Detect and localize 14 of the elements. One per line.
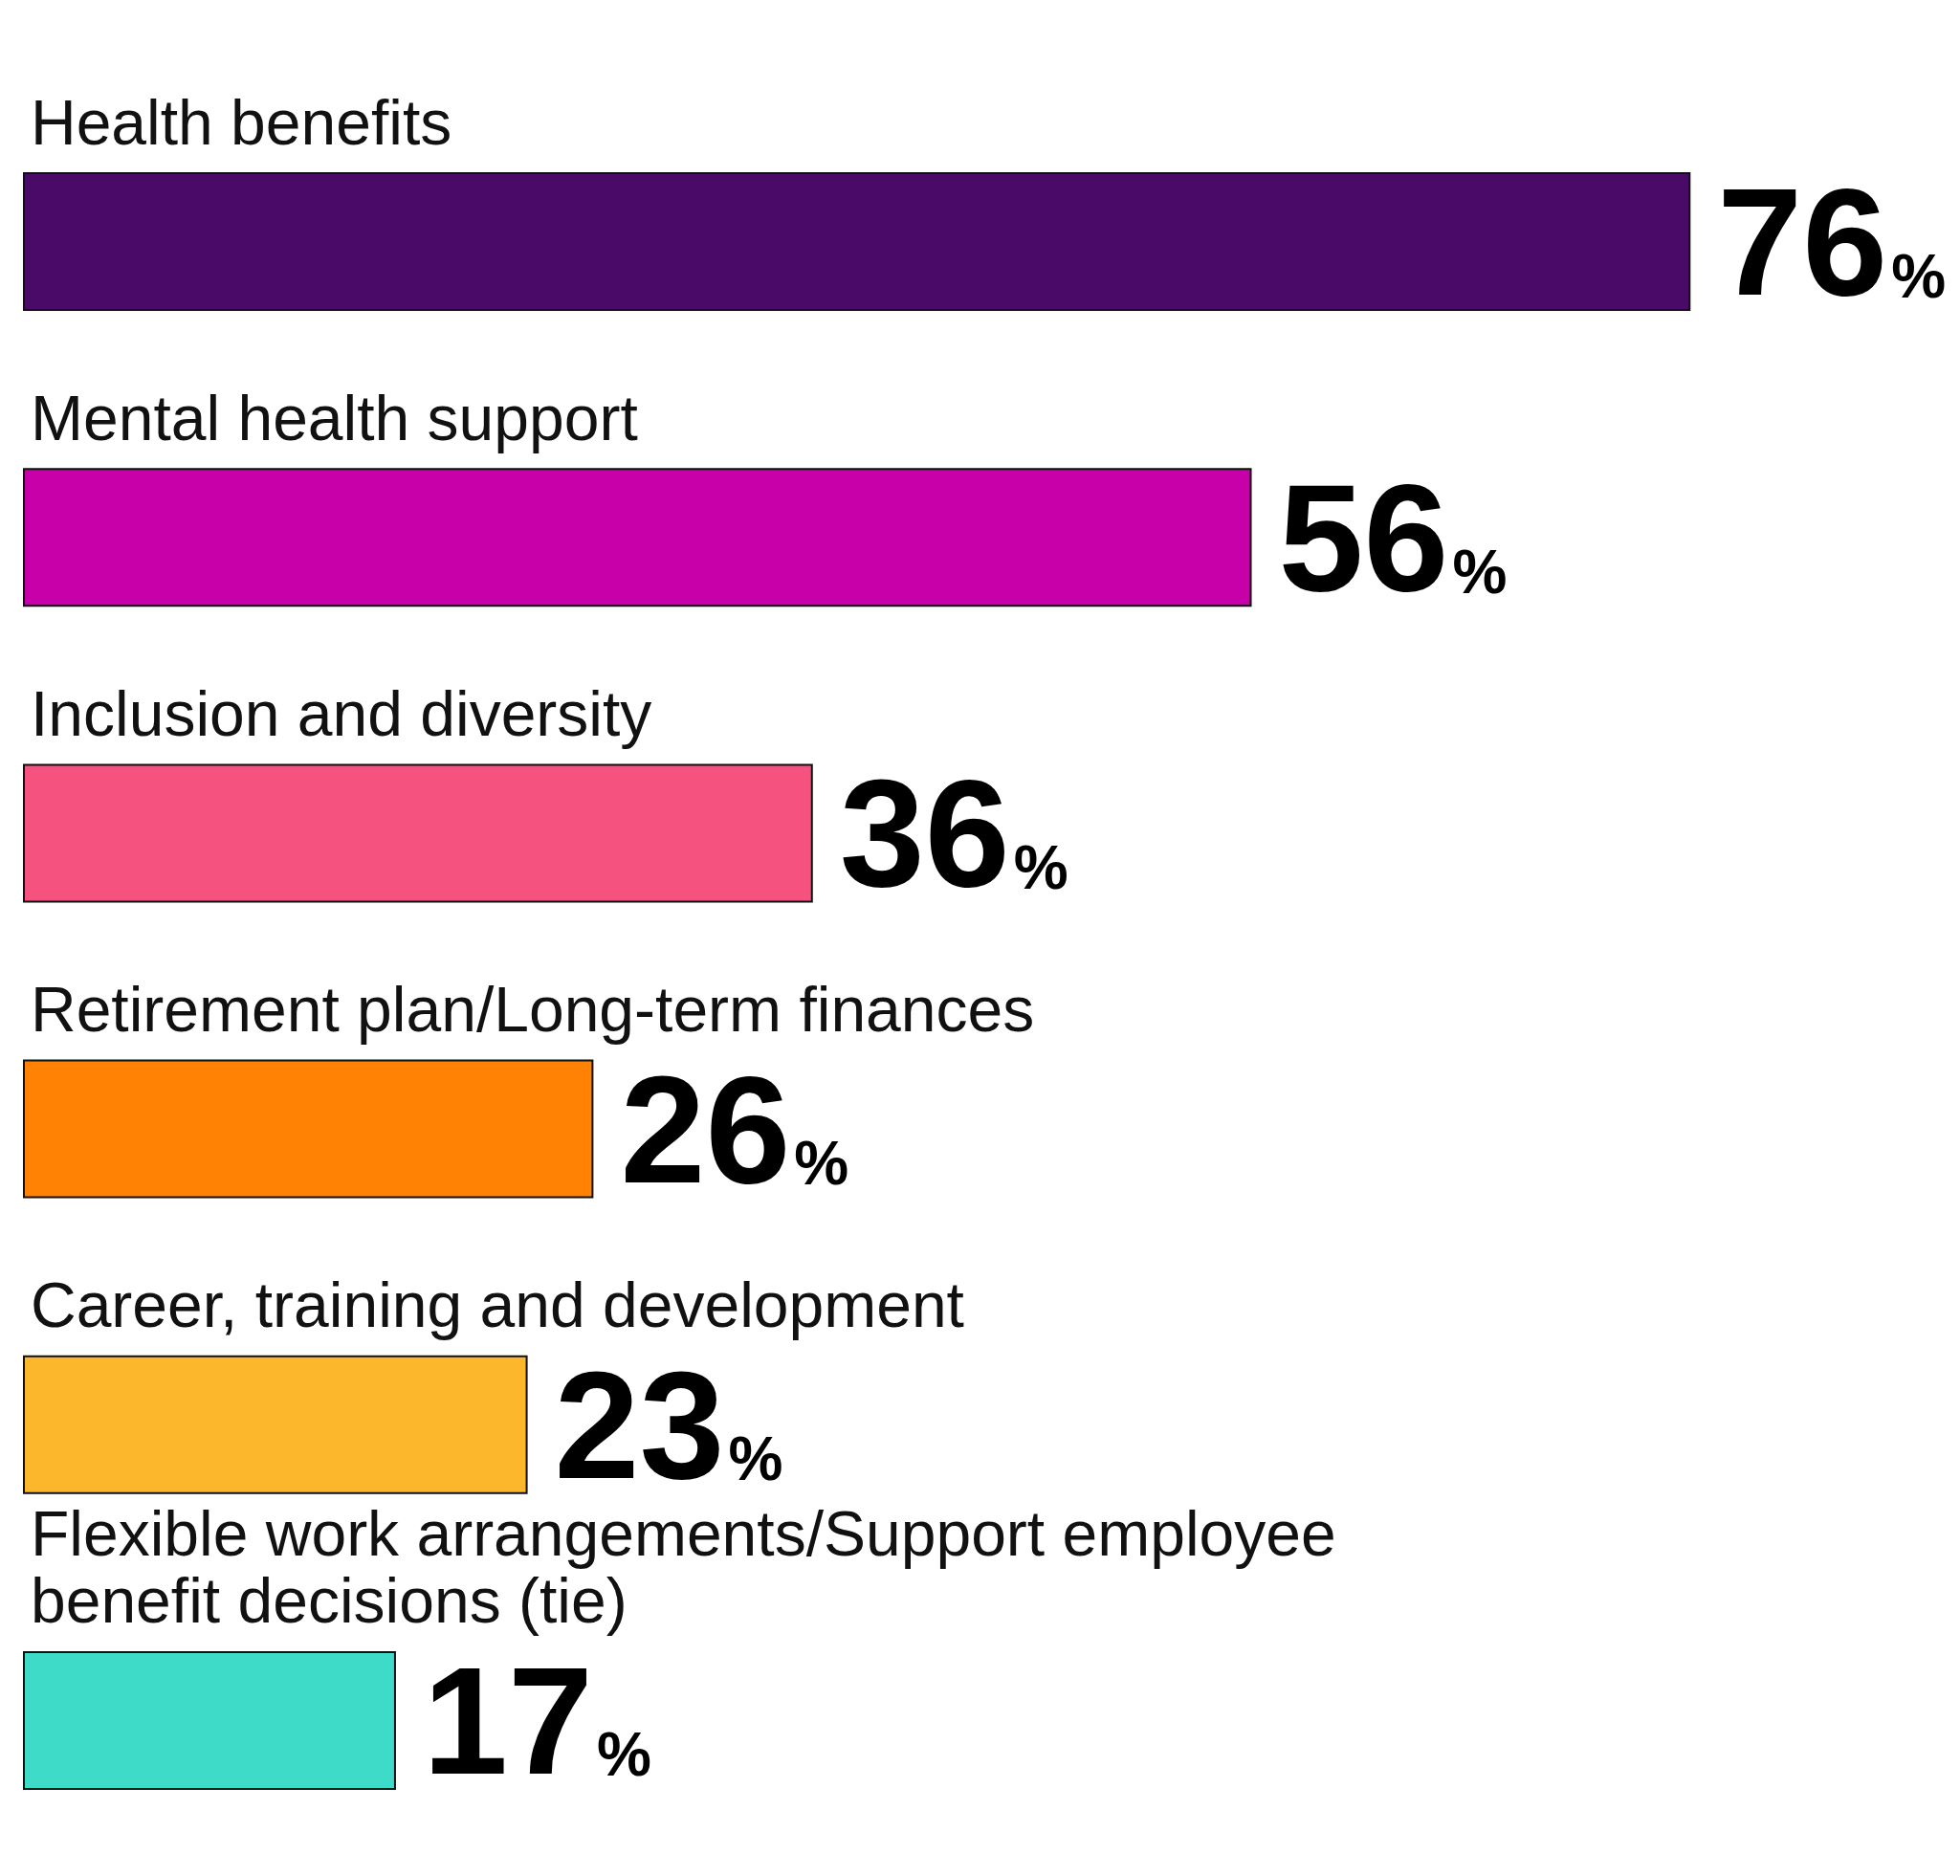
y-tick-label: Inclusion and diversity bbox=[31, 677, 652, 749]
data-label: 36% bbox=[839, 747, 1068, 919]
y-tick-label: Health benefits bbox=[31, 86, 452, 158]
y-tick-label: Retirement plan/Long-term finances bbox=[31, 974, 1035, 1046]
data-label: 76% bbox=[1717, 156, 1947, 328]
bar bbox=[23, 1059, 594, 1199]
bar bbox=[23, 1650, 396, 1790]
y-tick-label: Career, training and development bbox=[31, 1269, 964, 1341]
bar bbox=[23, 468, 1252, 607]
bar bbox=[23, 1355, 528, 1494]
data-label: 56% bbox=[1278, 452, 1508, 624]
y-tick-label: Mental health support bbox=[31, 382, 638, 453]
bar bbox=[23, 172, 1691, 312]
bar bbox=[23, 763, 813, 903]
